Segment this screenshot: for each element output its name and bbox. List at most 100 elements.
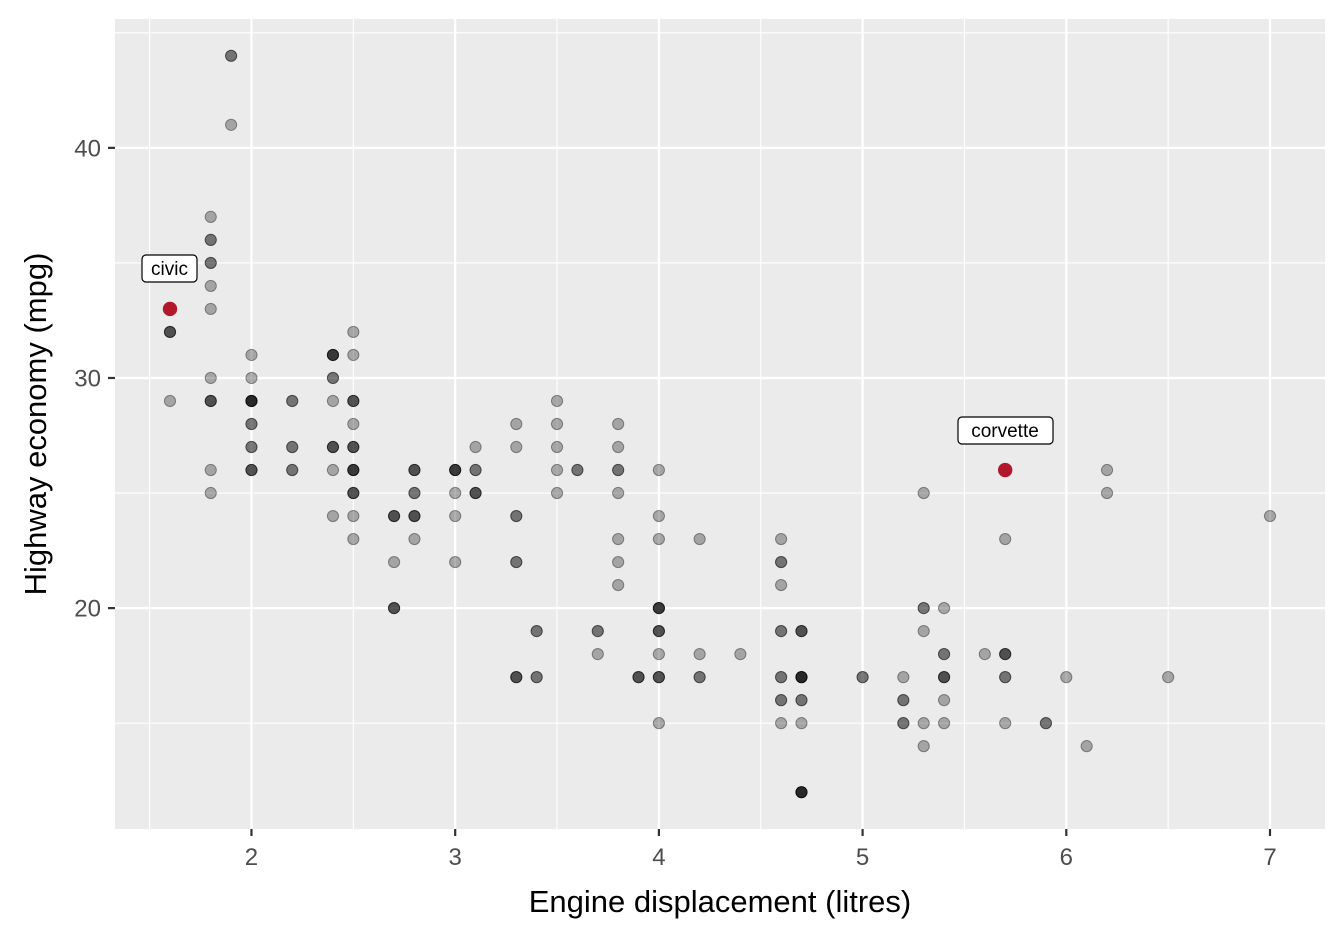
data-point: [632, 671, 645, 684]
highlight-point-civic: [162, 301, 178, 317]
data-point: [469, 440, 482, 454]
data-point: [408, 532, 421, 546]
data-point: [449, 555, 462, 569]
data-point: [775, 671, 788, 684]
data-point: [550, 486, 564, 500]
data-point: [612, 532, 625, 546]
data-point: [917, 717, 930, 730]
corvette-label-text: corvette: [971, 421, 1039, 442]
data-point: [734, 648, 747, 661]
data-point: [550, 394, 564, 408]
highlight-point-corvette: [997, 462, 1013, 478]
major-gridlines: [115, 19, 1325, 829]
data-point: [449, 463, 462, 477]
data-point: [571, 463, 584, 477]
data-point: [856, 671, 869, 684]
data-point: [286, 394, 299, 408]
data-point: [387, 601, 401, 615]
data-point: [326, 348, 340, 362]
data-point: [347, 509, 360, 523]
data-point: [937, 671, 951, 684]
data-point: [775, 625, 788, 638]
data-point: [550, 417, 564, 431]
data-point: [693, 532, 706, 546]
x-axis-title: Engine displacement (litres): [529, 884, 912, 919]
data-point: [408, 463, 421, 477]
data-point: [510, 440, 523, 454]
data-point: [347, 394, 360, 408]
data-point: [204, 463, 217, 477]
data-point: [510, 671, 523, 684]
data-point: [937, 694, 951, 707]
data-points: [163, 49, 1277, 799]
data-point: [1060, 671, 1073, 684]
plot-panel: [115, 19, 1325, 829]
highlighted-points: [162, 301, 1013, 478]
x-tick-label: 4: [652, 844, 665, 871]
data-point: [937, 648, 951, 661]
data-point: [530, 671, 543, 684]
data-point: [978, 648, 991, 661]
y-axis-title: Highway economy (mpg): [18, 253, 53, 596]
data-point: [693, 648, 706, 661]
data-point: [1080, 740, 1093, 753]
data-point: [225, 118, 238, 131]
data-point: [612, 555, 625, 569]
y-tick-label: 30: [74, 365, 101, 392]
x-tick-label: 5: [856, 844, 869, 871]
data-point: [937, 717, 951, 730]
data-point: [775, 555, 788, 569]
data-point: [449, 509, 462, 523]
x-tick-label: 6: [1060, 844, 1073, 871]
data-point: [937, 601, 951, 615]
data-point: [795, 786, 808, 799]
data-point: [652, 648, 665, 661]
data-point: [347, 440, 360, 454]
data-point: [326, 440, 340, 454]
data-point: [245, 371, 258, 385]
data-point: [245, 463, 258, 477]
data-point: [652, 717, 665, 730]
x-axis: 2 3 4 5 6 7: [245, 829, 1277, 871]
data-point: [795, 694, 808, 707]
data-point: [204, 256, 217, 270]
data-point: [449, 486, 462, 500]
data-point: [591, 648, 604, 661]
data-point: [917, 625, 930, 638]
x-tick-label: 2: [245, 844, 258, 871]
data-point: [795, 625, 808, 638]
data-point: [897, 694, 910, 707]
data-point: [245, 440, 258, 454]
data-point: [612, 417, 625, 431]
data-point: [469, 463, 482, 477]
data-point: [204, 371, 217, 385]
data-point: [999, 532, 1012, 546]
data-point: [652, 625, 665, 638]
y-tick-label: 20: [74, 596, 101, 623]
data-point: [347, 325, 360, 339]
data-point: [775, 578, 788, 592]
data-point: [652, 509, 665, 523]
data-point: [612, 578, 625, 592]
y-tick-label: 40: [74, 135, 101, 162]
data-point: [204, 210, 217, 223]
data-point: [612, 486, 625, 500]
data-point: [204, 486, 217, 500]
data-point: [917, 486, 930, 500]
data-point: [286, 440, 299, 454]
data-point: [652, 601, 665, 615]
data-point: [612, 440, 625, 454]
data-point: [1263, 509, 1277, 523]
data-point: [510, 417, 523, 431]
data-point: [897, 717, 910, 730]
data-point: [795, 671, 808, 684]
data-point: [591, 625, 604, 638]
data-point: [1100, 486, 1114, 500]
data-point: [612, 463, 625, 477]
data-point: [530, 625, 543, 638]
x-tick-label: 3: [449, 844, 462, 871]
data-point: [652, 463, 665, 477]
data-point: [225, 49, 238, 62]
data-point: [326, 463, 340, 477]
